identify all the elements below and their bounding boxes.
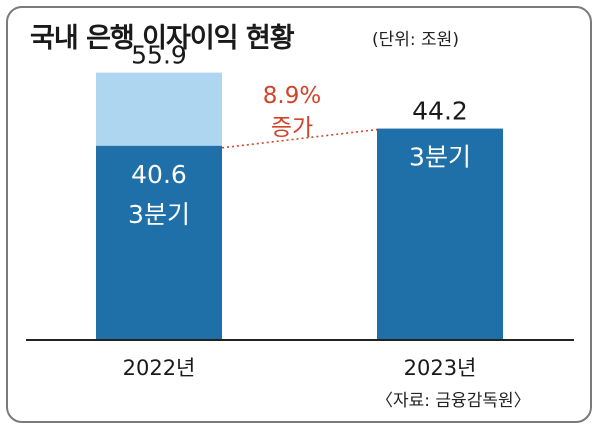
x-tick-label-0: 2022년 [123,356,196,380]
bar-segment-name-0: 3분기 [128,200,190,229]
chart-frame [6,6,592,423]
bar-segment-name-1: 3분기 [409,143,471,172]
annotation-value: 8.9% [263,83,321,109]
bar-total-label-1: 44.2 [412,97,468,126]
bar-segment-0 [96,145,222,340]
x-tick-label-1: 2023년 [404,356,477,380]
bar-segment-1 [377,128,503,340]
chart-title: 국내 은행 이자이익 현황 [30,23,295,54]
bar-segment-value-0: 40.6 [131,160,187,189]
bar-total-label-0: 55.9 [131,41,187,70]
unit-label: (단위: 조원) [372,30,459,50]
source-label: 〈자료: 금융감독원〉 [376,391,531,411]
annotation-text: 증가 [271,115,313,141]
comparison-line [221,128,378,149]
bar-remainder-0 [96,72,222,146]
